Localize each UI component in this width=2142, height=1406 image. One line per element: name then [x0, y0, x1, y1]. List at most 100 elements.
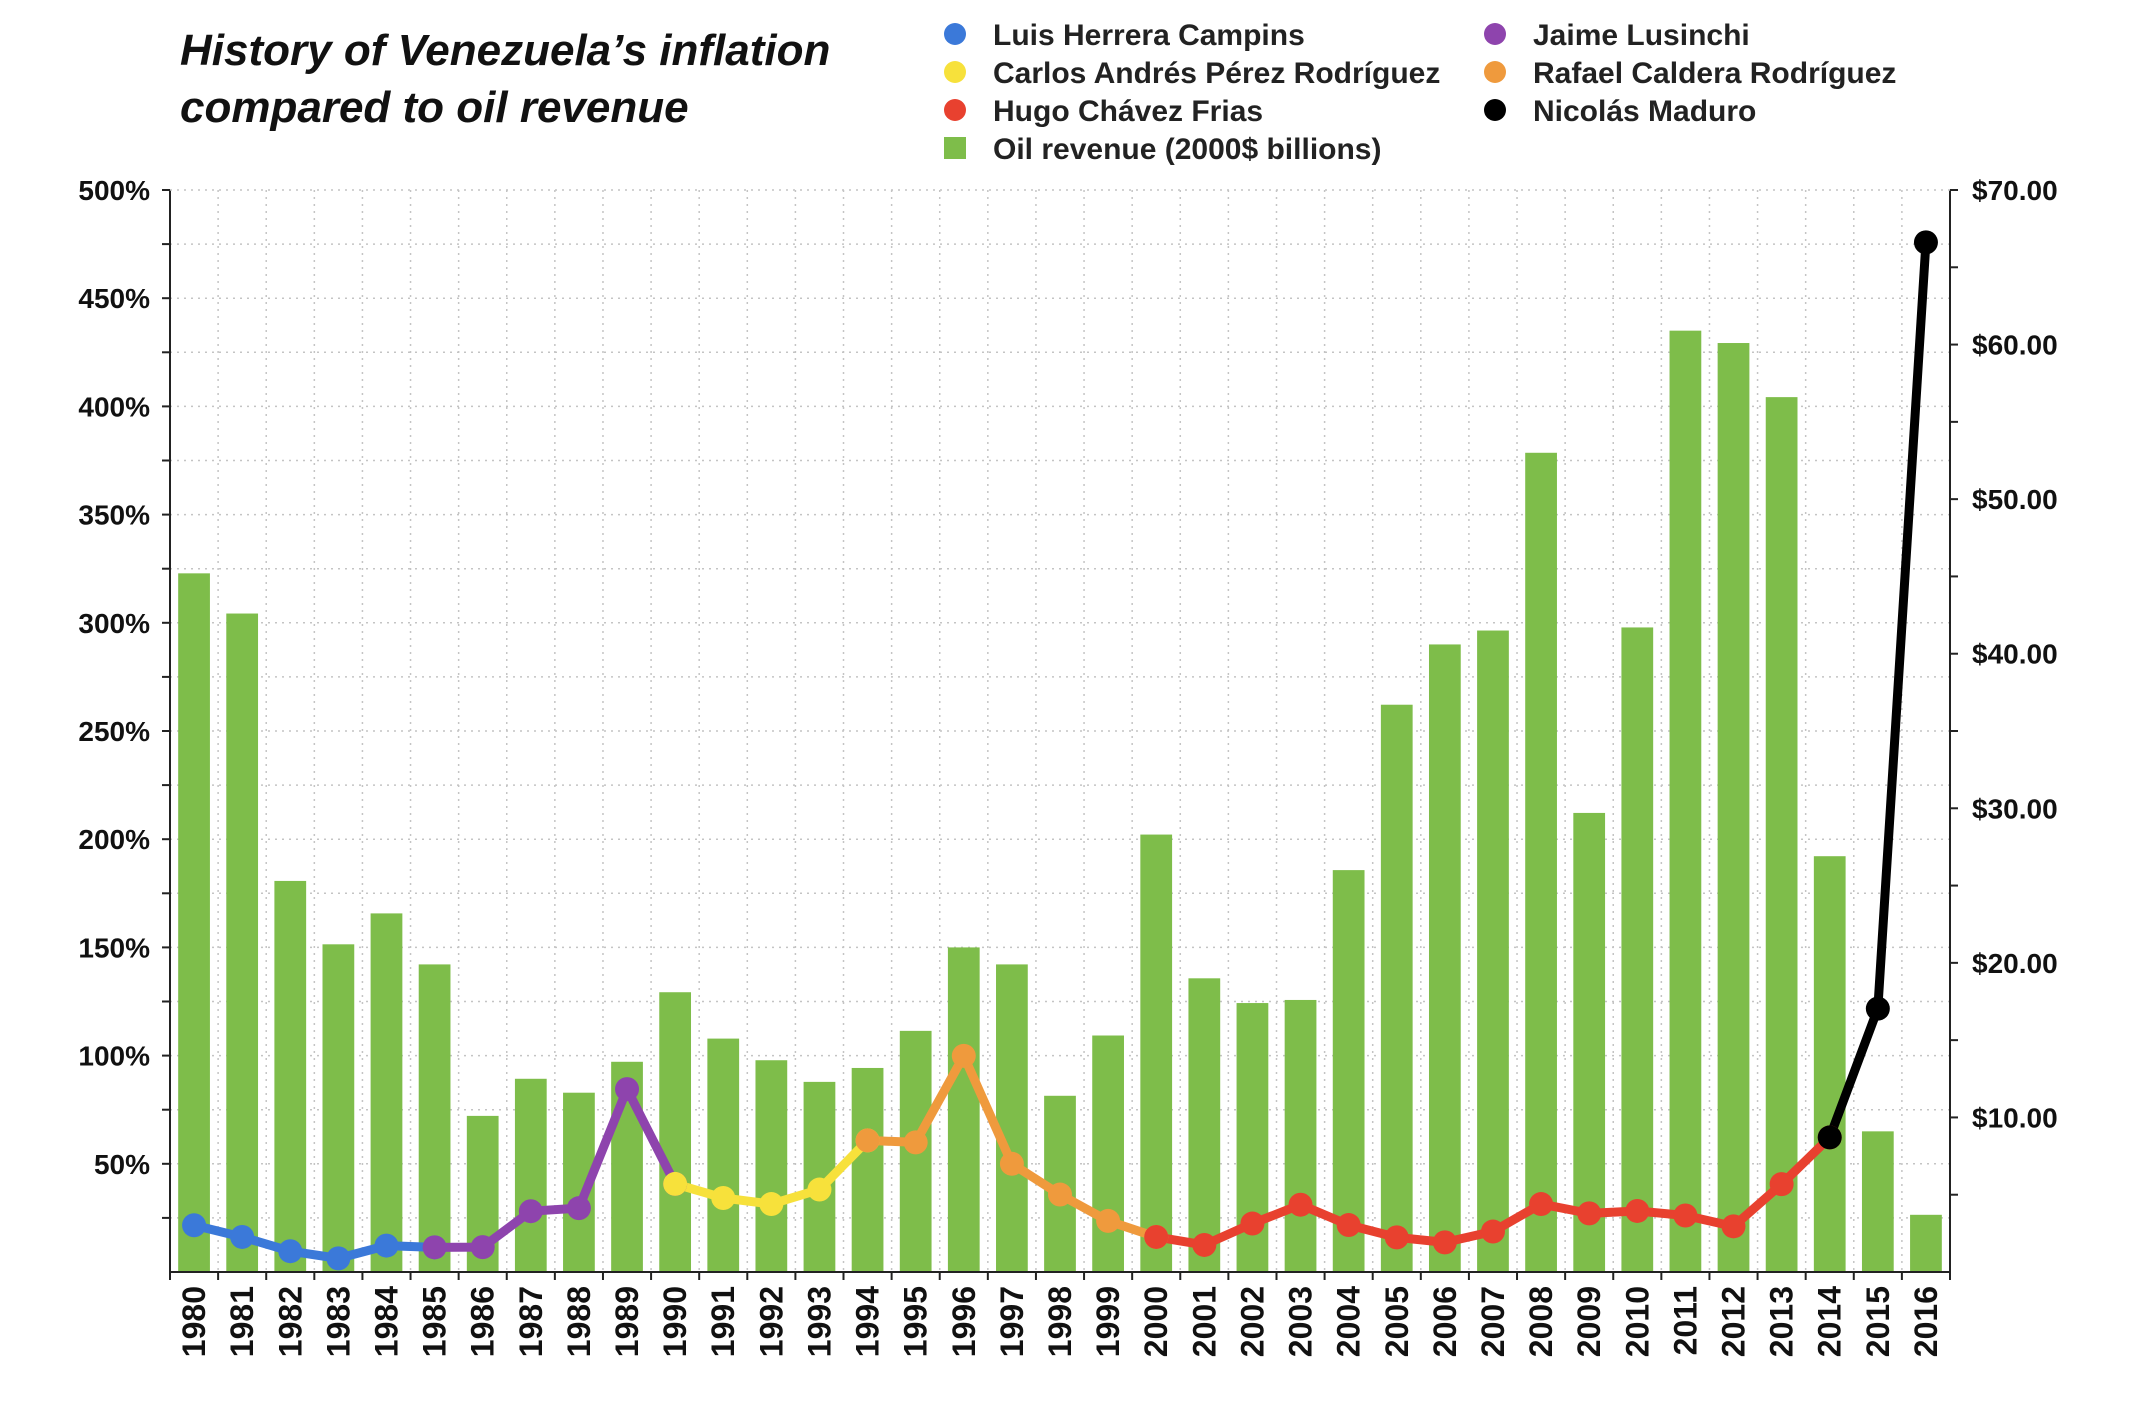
x-tick-label: 2002 — [1234, 1286, 1270, 1357]
series-point — [1817, 1125, 1842, 1150]
series-point — [470, 1235, 495, 1260]
oil-revenue-bar — [178, 573, 210, 1272]
oil-revenue-bar — [1332, 870, 1365, 1272]
y-left-tick-label: 400% — [78, 391, 150, 422]
x-tick-label: 1996 — [946, 1286, 982, 1357]
x-tick-label: 1981 — [224, 1286, 260, 1357]
series-point — [1769, 1172, 1794, 1197]
x-tick-label: 2004 — [1331, 1286, 1367, 1357]
x-tick-label: 1990 — [657, 1286, 693, 1357]
y-right-tick-label: $10.00 — [1972, 1102, 2058, 1133]
chart-title-line-1: History of Venezuela’s inflation — [180, 26, 830, 75]
oil-revenue-bar — [418, 964, 451, 1272]
x-tick-label: 2000 — [1138, 1286, 1174, 1357]
series-point — [807, 1177, 832, 1202]
oil-revenue-bar — [1380, 704, 1413, 1272]
legend-marker — [1484, 23, 1506, 45]
x-tick-label: 1985 — [417, 1286, 453, 1357]
series-point — [326, 1246, 351, 1271]
series-point — [1096, 1208, 1121, 1233]
y-axis-left-ticks: 50% 100% 150% 200% 250% 300% 350% 400% 450% 500% — [78, 175, 150, 1180]
series-point — [1529, 1192, 1554, 1217]
series-point — [278, 1239, 303, 1264]
x-tick-label: 2015 — [1860, 1286, 1896, 1357]
series-point — [711, 1185, 736, 1210]
x-tick-label: 2011 — [1667, 1286, 1703, 1355]
y-left-tick-label: 200% — [78, 824, 150, 855]
legend-label: Rafael Caldera Rodríguez — [1533, 57, 1896, 90]
legend-marker — [944, 23, 966, 45]
series-point — [566, 1196, 591, 1221]
series-point — [999, 1151, 1024, 1176]
series-point — [1721, 1214, 1746, 1239]
x-tick-label: 1987 — [513, 1286, 549, 1357]
bars — [178, 330, 1942, 1272]
series-point — [951, 1043, 976, 1068]
oil-revenue-bar — [1861, 1131, 1894, 1272]
x-tick-label: 1988 — [561, 1286, 597, 1357]
x-tick-label: 1989 — [609, 1286, 645, 1357]
oil-revenue-bar — [707, 1038, 740, 1272]
series-point — [1865, 996, 1890, 1021]
oil-revenue-bar — [851, 1067, 884, 1272]
oil-revenue-bar — [659, 992, 692, 1272]
y-left-tick-label: 500% — [78, 175, 150, 206]
x-tick-label: 1992 — [753, 1286, 789, 1357]
oil-revenue-bar — [1573, 812, 1606, 1272]
x-tick-label: 1991 — [705, 1286, 741, 1357]
oil-revenue-bar — [370, 913, 403, 1272]
legend-marker — [1484, 61, 1506, 83]
legend-label: Hugo Chávez Frias — [993, 95, 1263, 128]
x-tick-label: 1994 — [850, 1286, 886, 1357]
series-point — [1480, 1219, 1505, 1244]
oil-revenue-bar — [1621, 627, 1654, 1272]
legend-item: Oil revenue (2000$ billions) — [944, 133, 1381, 166]
oil-revenue-bar — [226, 613, 259, 1272]
oil-revenue-bar — [1140, 834, 1173, 1272]
legend: Luis Herrera Campins Carlos Andrés Pérez … — [944, 19, 1896, 166]
series-point — [518, 1199, 543, 1224]
legend-item: Rafael Caldera Rodríguez — [1484, 57, 1896, 90]
x-tick-label: 1998 — [1042, 1286, 1078, 1357]
x-tick-label: 1982 — [272, 1286, 308, 1357]
y-right-tick-label: $20.00 — [1972, 948, 2058, 979]
x-tick-label: 1983 — [320, 1286, 356, 1357]
series-point — [1625, 1198, 1650, 1223]
oil-revenue-bar — [1525, 452, 1557, 1272]
x-axis-ticks: 1980 1981 1982 1983 1984 1985 1986 1987 1988 1989… — [176, 1286, 1944, 1357]
series-point — [1384, 1225, 1409, 1250]
x-tick-label: 2008 — [1523, 1286, 1559, 1357]
x-tick-label: 2016 — [1908, 1286, 1944, 1357]
y-axis-right-ticks: $10.00 $20.00 $30.00 $40.00 $50.00 $60.00 $70.… — [1972, 175, 2058, 1133]
oil-revenue-bar — [274, 880, 307, 1272]
x-tick-label: 2006 — [1427, 1286, 1463, 1357]
y-left-tick-label: 450% — [78, 283, 150, 314]
legend-label: Luis Herrera Campins — [993, 19, 1305, 52]
x-tick-label: 2009 — [1571, 1286, 1607, 1357]
series-point — [759, 1192, 784, 1217]
oil-revenue-bar — [755, 1060, 788, 1272]
oil-revenue-bar — [1669, 330, 1702, 1272]
x-tick-label: 2010 — [1619, 1286, 1655, 1357]
y-right-tick-label: $50.00 — [1972, 484, 2058, 515]
series-point — [1432, 1230, 1457, 1255]
series-point — [1336, 1213, 1361, 1238]
legend-item: Jaime Lusinchi — [1484, 19, 1750, 52]
x-tick-label: 1986 — [465, 1286, 501, 1357]
x-tick-label: 1995 — [898, 1286, 934, 1357]
y-left-tick-label: 50% — [94, 1149, 150, 1180]
series-point — [1288, 1192, 1313, 1217]
oil-revenue-bar — [322, 944, 355, 1272]
series-point — [855, 1128, 880, 1153]
series-point — [903, 1130, 928, 1155]
chart-title-line-2: compared to oil revenue — [180, 83, 689, 132]
legend-label: Nicolás Maduro — [1533, 95, 1756, 128]
x-tick-label: 1999 — [1090, 1286, 1126, 1357]
y-right-tick-label: $60.00 — [1972, 330, 2058, 361]
oil-revenue-bar — [1477, 630, 1509, 1272]
x-tick-label: 1980 — [176, 1286, 212, 1357]
legend-marker — [1484, 99, 1506, 121]
series-point — [615, 1077, 640, 1102]
series-point — [1913, 230, 1938, 255]
